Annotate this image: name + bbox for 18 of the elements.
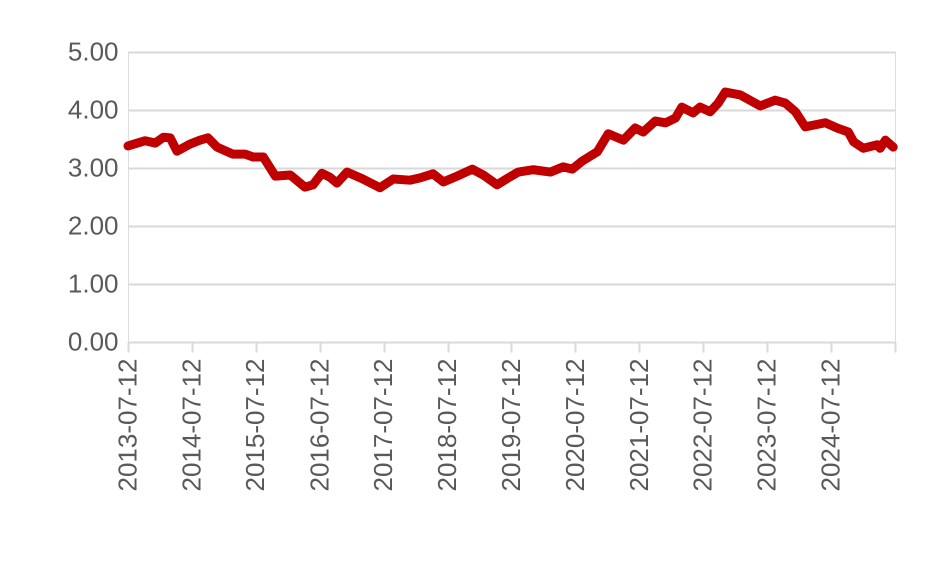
y-tick-label: 0.00: [68, 326, 118, 356]
x-tick-label: 2018-07-12: [432, 358, 462, 492]
x-tick-label: 2016-07-12: [304, 358, 334, 492]
x-tick-label: 2017-07-12: [368, 358, 398, 492]
y-tick-label: 1.00: [68, 268, 118, 298]
x-tick-label: 2019-07-12: [496, 358, 526, 492]
x-tick-label: 2014-07-12: [176, 358, 206, 492]
y-tick-label: 2.00: [68, 210, 118, 240]
y-tick-label: 4.00: [68, 94, 118, 124]
x-tick-label: 2015-07-12: [240, 358, 270, 492]
x-tick-label: 2023-07-12: [752, 358, 782, 492]
x-tick-label: 2024-07-12: [816, 358, 846, 492]
x-tick-label: 2020-07-12: [560, 358, 590, 492]
x-tick-label: 2013-07-12: [112, 358, 142, 492]
y-tick-label: 3.00: [68, 152, 118, 182]
x-tick-label: 2021-07-12: [624, 358, 654, 492]
x-tick-label: 2022-07-12: [688, 358, 718, 492]
y-tick-label: 5.00: [68, 36, 118, 66]
